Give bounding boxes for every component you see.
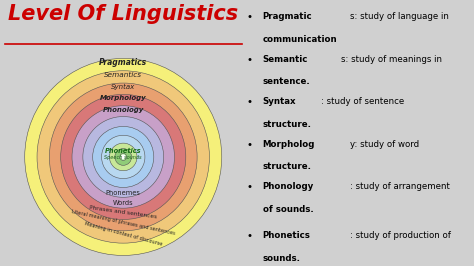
Text: Morphology: Morphology xyxy=(100,95,146,101)
Text: y: study of word: y: study of word xyxy=(350,140,419,149)
Text: Phonology: Phonology xyxy=(102,107,144,113)
Text: Syntax: Syntax xyxy=(263,97,296,106)
Circle shape xyxy=(25,59,222,255)
Text: Pragmatics: Pragmatics xyxy=(99,58,147,67)
Text: s: study of meanings in: s: study of meanings in xyxy=(341,55,442,64)
Text: : study of sentence: : study of sentence xyxy=(321,97,404,106)
Text: •: • xyxy=(246,182,252,192)
Circle shape xyxy=(83,117,164,197)
Text: : study of production of: : study of production of xyxy=(350,231,451,240)
Text: Phonology: Phonology xyxy=(263,182,314,191)
Text: Literal meaning of phrases and sentences: Literal meaning of phrases and sentences xyxy=(71,209,175,236)
Text: Semantic: Semantic xyxy=(263,55,308,64)
Text: Phrases and sentences: Phrases and sentences xyxy=(89,205,157,219)
Circle shape xyxy=(109,143,137,171)
Text: •: • xyxy=(246,231,252,242)
Circle shape xyxy=(101,135,145,178)
Circle shape xyxy=(115,149,132,165)
Text: Level Of Linguistics: Level Of Linguistics xyxy=(8,4,238,24)
Text: sentence.: sentence. xyxy=(263,77,310,86)
Text: Words: Words xyxy=(113,200,134,206)
Text: sounds.: sounds. xyxy=(263,254,301,263)
Circle shape xyxy=(61,94,186,219)
Circle shape xyxy=(121,155,125,159)
Text: communication: communication xyxy=(263,35,337,44)
Circle shape xyxy=(120,153,127,160)
Text: : study of arrangement: : study of arrangement xyxy=(350,182,450,191)
Text: Pragmatic: Pragmatic xyxy=(263,12,312,21)
Text: Speech sounds: Speech sounds xyxy=(104,155,142,160)
Text: Semantics: Semantics xyxy=(104,72,142,78)
Text: s: study of language in: s: study of language in xyxy=(350,12,449,21)
Text: Phonetics: Phonetics xyxy=(263,231,310,240)
Text: •: • xyxy=(246,12,252,22)
Text: Phonemes: Phonemes xyxy=(106,190,141,196)
Circle shape xyxy=(37,71,210,243)
Text: of sounds.: of sounds. xyxy=(263,205,313,214)
Text: Morpholog: Morpholog xyxy=(263,140,315,149)
Circle shape xyxy=(93,126,154,188)
Text: structure.: structure. xyxy=(263,120,311,129)
Text: •: • xyxy=(246,55,252,65)
Text: Meaning in context of discourse: Meaning in context of discourse xyxy=(84,222,163,247)
Circle shape xyxy=(49,83,197,231)
Text: structure.: structure. xyxy=(263,162,311,171)
Text: Syntax: Syntax xyxy=(111,84,136,90)
Text: •: • xyxy=(246,140,252,150)
Circle shape xyxy=(72,106,174,208)
Text: •: • xyxy=(246,97,252,107)
Text: Phonetics: Phonetics xyxy=(105,148,142,154)
